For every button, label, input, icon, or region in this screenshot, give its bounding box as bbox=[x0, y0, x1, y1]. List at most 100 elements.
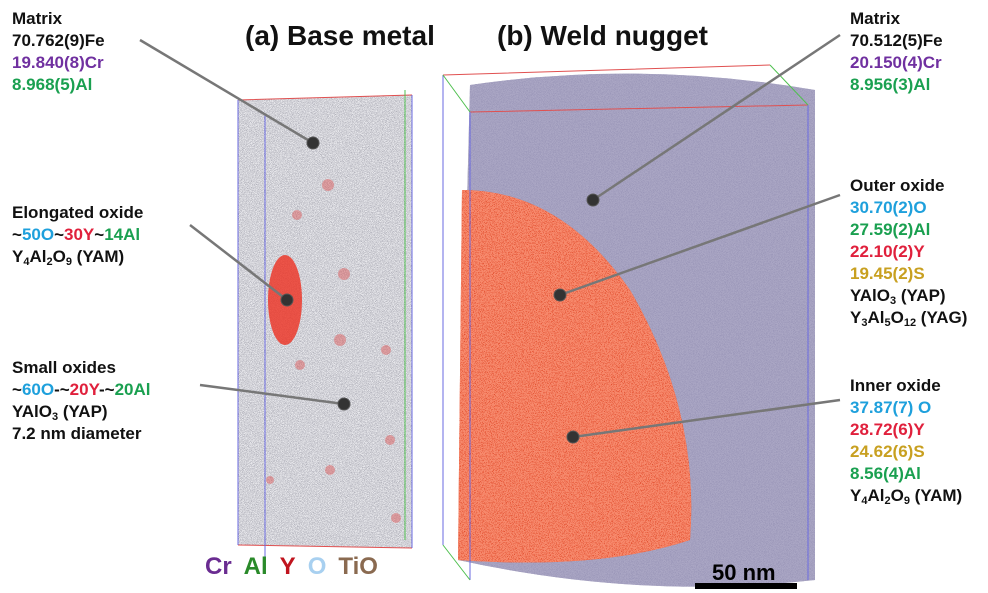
text-segment: Y bbox=[850, 308, 862, 327]
text-segment: 9 bbox=[903, 495, 910, 507]
text-segment: Y bbox=[12, 247, 24, 266]
text-segment: Al bbox=[29, 247, 47, 266]
text-segment: 70.762(9)Fe bbox=[12, 31, 105, 50]
text-segment: -~ bbox=[54, 380, 70, 399]
text-segment: 3 bbox=[52, 411, 59, 423]
annotation-line: 8.56(4)Al bbox=[850, 463, 962, 485]
text-segment: 8.968(5)Al bbox=[12, 75, 93, 94]
text-segment: 14Al bbox=[104, 225, 141, 244]
text-segment: Elongated oxide bbox=[12, 203, 144, 222]
text-segment: 24.62(6)S bbox=[850, 442, 925, 461]
text-segment: 28.72(6)Y bbox=[850, 420, 925, 439]
annotation-line: 22.10(2)Y bbox=[850, 241, 967, 263]
text-segment: ~ bbox=[54, 225, 65, 244]
text-segment: YAlO bbox=[12, 402, 53, 421]
leader-lines bbox=[139, 33, 841, 439]
small-oxides bbox=[266, 179, 401, 523]
text-segment: 19.45(2)S bbox=[850, 264, 925, 283]
text-segment: Al bbox=[867, 308, 885, 327]
annotation-heading: Elongated oxide bbox=[12, 202, 143, 224]
text-segment: 3 bbox=[861, 317, 868, 329]
panel-title: (a) Base metal bbox=[245, 20, 435, 51]
text-segment: 2 bbox=[884, 495, 891, 507]
panel-b-image bbox=[442, 64, 815, 587]
annotation-heading: Outer oxide bbox=[850, 175, 967, 197]
text-segment: (YAP) bbox=[896, 286, 946, 305]
text-segment: (YAM) bbox=[909, 486, 963, 505]
annotation-line: ~60O-~20Y-~20Al bbox=[12, 379, 151, 401]
text-segment: 20.150(4)Cr bbox=[850, 53, 942, 72]
text-segment: 60O bbox=[21, 380, 55, 399]
text-segment: 7.2 nm diameter bbox=[12, 424, 142, 443]
annotation-heading: Matrix bbox=[12, 8, 105, 30]
text-segment: 70.512(5)Fe bbox=[850, 31, 943, 50]
annotation-line: 8.956(3)Al bbox=[850, 74, 943, 96]
text-segment: O bbox=[52, 247, 66, 266]
text-segment: 3 bbox=[890, 295, 897, 307]
annotation-heading: Inner oxide bbox=[850, 375, 962, 397]
annotation-line: Y4Al2O9 (YAM) bbox=[850, 485, 962, 507]
panel-title: (b) Weld nugget bbox=[497, 20, 708, 51]
text-segment: ~ bbox=[12, 380, 22, 399]
text-segment: (YAM) bbox=[71, 247, 125, 266]
text-segment: -~ bbox=[98, 380, 115, 399]
text-segment: (YAG) bbox=[916, 308, 968, 327]
annotation-line: Y4Al2O9 (YAM) bbox=[12, 246, 143, 268]
annotation: Matrix 70.512(5)Fe 20.150(4)Cr 8.956(3)Al bbox=[850, 8, 943, 96]
text-segment: 20Al bbox=[114, 380, 151, 399]
text-segment: ~ bbox=[12, 225, 22, 244]
annotation: Matrix 70.762(9)Fe 19.840(8)Cr 8.968(5)Al bbox=[12, 8, 105, 96]
annotation-line: 8.968(5)Al bbox=[12, 74, 105, 96]
annotation-heading: Matrix bbox=[850, 8, 943, 30]
annotation-line: ~50O~30Y~14Al bbox=[12, 224, 143, 246]
annotation-line: 37.87(7) O bbox=[850, 397, 962, 419]
panel-a-image bbox=[237, 90, 413, 560]
box-edge bbox=[237, 94, 413, 549]
scale-label: 50 nm bbox=[712, 560, 776, 585]
atom-speckle bbox=[238, 95, 412, 548]
legend-entry: Y bbox=[279, 553, 296, 580]
annotation-line: 27.59(2)Al bbox=[850, 219, 967, 241]
text-segment: (YAP) bbox=[58, 402, 108, 421]
annotation-line: Y3Al5O12 (YAG) bbox=[850, 307, 967, 329]
annotation-line: 28.72(6)Y bbox=[850, 419, 962, 441]
text-segment: 4 bbox=[861, 495, 868, 507]
text-segment: 4 bbox=[23, 256, 30, 268]
text-segment: Al bbox=[867, 486, 885, 505]
legend-entry: Cr bbox=[205, 553, 232, 580]
annotation-heading: Small oxides bbox=[12, 357, 151, 379]
text-segment: Inner oxide bbox=[850, 376, 941, 395]
text-segment: 22.10(2)Y bbox=[850, 242, 925, 261]
text-segment: Small oxides bbox=[12, 358, 116, 377]
text-segment: Matrix bbox=[12, 9, 63, 28]
box-edge bbox=[237, 95, 413, 560]
text-segment: 12 bbox=[903, 317, 917, 329]
text-segment: Matrix bbox=[850, 9, 901, 28]
text-segment: Y bbox=[850, 486, 862, 505]
text-segment: Outer oxide bbox=[850, 176, 945, 195]
text-segment: 50O bbox=[21, 225, 55, 244]
legend-entry: Al bbox=[243, 553, 268, 580]
legend-entry: O bbox=[307, 553, 327, 580]
text-segment: O bbox=[890, 486, 904, 505]
legend-entry: TiO bbox=[338, 553, 378, 580]
annotation-line: 30.70(2)O bbox=[850, 197, 967, 219]
text-segment: YAlO bbox=[850, 286, 891, 305]
annotation-line: 19.840(8)Cr bbox=[12, 52, 105, 74]
annotation: Outer oxide 30.70(2)O 27.59(2)Al 22.10(2)Y 1… bbox=[850, 175, 967, 329]
annotation-line: 70.762(9)Fe bbox=[12, 30, 105, 52]
box-edge bbox=[442, 64, 809, 581]
box-edge bbox=[442, 64, 809, 113]
text-segment: 37.87(7) O bbox=[850, 398, 932, 417]
text-segment: 9 bbox=[65, 256, 72, 268]
annotation-line: 7.2 nm diameter bbox=[12, 423, 151, 445]
annotation-line: 70.512(5)Fe bbox=[850, 30, 943, 52]
box-edge bbox=[442, 75, 809, 580]
annotation-line: YAlO3 (YAP) bbox=[12, 401, 151, 423]
annotation-line: 20.150(4)Cr bbox=[850, 52, 943, 74]
markers bbox=[280, 136, 600, 444]
annotation-line: YAlO3 (YAP) bbox=[850, 285, 967, 307]
text-segment: 30Y bbox=[64, 225, 95, 244]
text-segment: 8.56(4)Al bbox=[850, 464, 921, 483]
